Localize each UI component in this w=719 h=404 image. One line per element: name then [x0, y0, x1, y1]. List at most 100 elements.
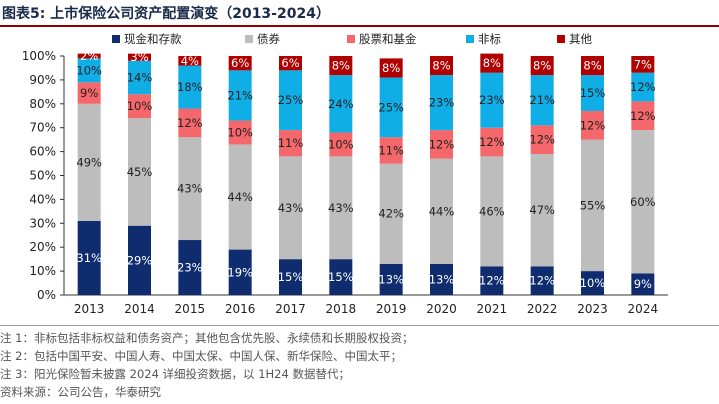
- footer-divider: [0, 325, 719, 326]
- data-label: 15%: [580, 86, 606, 100]
- bar-segment: [480, 266, 504, 295]
- data-label: 29%: [127, 253, 153, 267]
- x-tick-label: 2014: [124, 302, 155, 316]
- chart-title: 图表5: 上市保险公司资产配置演变（2013-2024）: [2, 6, 330, 22]
- data-label: 10%: [76, 63, 102, 77]
- bar-segment: [228, 56, 252, 71]
- note-3: 注 3：阳光保险暂未披露 2024 详细投资数据，以 1H24 数据替代；: [0, 367, 350, 381]
- y-tick-label: 20%: [29, 240, 56, 254]
- bar-segment: [480, 72, 504, 128]
- data-label: 23%: [479, 93, 505, 107]
- bar-segment: [279, 156, 302, 260]
- title-divider: [0, 25, 719, 27]
- legend-label: 现金和存款: [124, 32, 182, 46]
- bar-segment: [329, 132, 353, 157]
- data-label: 9%: [634, 277, 652, 291]
- data-label: 25%: [278, 93, 304, 107]
- legend-label: 非标: [478, 32, 501, 46]
- bar-segment: [128, 225, 151, 295]
- data-label: 8%: [533, 59, 551, 73]
- data-label: 19%: [227, 265, 253, 279]
- data-label: 12%: [529, 274, 555, 288]
- y-tick-label: 0%: [37, 288, 56, 302]
- bar-segment: [228, 249, 252, 295]
- data-label: 15%: [328, 270, 354, 284]
- data-label: 43%: [177, 182, 203, 196]
- data-label: 10%: [127, 99, 153, 113]
- x-tick-label: 2013: [74, 302, 105, 316]
- data-label: 11%: [278, 136, 304, 150]
- bar-segment: [379, 77, 403, 138]
- bar-segment: [279, 56, 302, 71]
- bar-segment: [379, 58, 403, 78]
- data-label: 44%: [227, 190, 253, 204]
- bar-segment: [77, 58, 101, 83]
- bar-segment: [480, 53, 504, 73]
- x-tick-label: 2023: [577, 302, 608, 316]
- bar-segment: [530, 125, 554, 154]
- x-tick-label: 2016: [225, 302, 256, 316]
- data-label: 8%: [382, 61, 400, 75]
- data-label: 13%: [429, 272, 455, 286]
- bar-segment: [631, 273, 655, 295]
- data-label: 25%: [378, 100, 404, 114]
- data-label: 47%: [529, 203, 555, 217]
- stacked-bar-chart: 0% 10% 20% 30% 40% 50% 60% 70% 80% 90% 100% 31% 49% 9…: [22, 32, 668, 316]
- data-label: 11%: [378, 143, 404, 157]
- bar-segment: [379, 163, 403, 264]
- notes-block: 注 1：非标包括非标权益和债务资产；其他包含优先股、永续债和长期股权投资； 注 …: [0, 329, 719, 401]
- data-label: 7%: [634, 57, 652, 71]
- bar-segment: [530, 153, 554, 267]
- bar-segment: [581, 271, 604, 295]
- title-bar: 图表5: 上市保险公司资产配置演变（2013-2024）: [0, 0, 719, 24]
- bar-segment: [178, 137, 202, 241]
- bar-segment: [530, 56, 554, 76]
- data-label: 12%: [529, 133, 555, 147]
- data-label: 43%: [278, 201, 304, 215]
- y-tick-label: 60%: [29, 145, 56, 159]
- data-label: 12%: [429, 137, 455, 151]
- bar-segment: [530, 266, 554, 295]
- bar-segment: [430, 75, 453, 131]
- legend-swatch: [347, 35, 355, 43]
- bar-segment: [581, 75, 604, 111]
- legend-swatch: [112, 35, 120, 43]
- x-tick-label: 2022: [527, 302, 558, 316]
- bar-segment: [77, 82, 101, 104]
- data-label: 8%: [332, 59, 350, 73]
- data-label: 31%: [76, 251, 102, 265]
- note-1: 注 1：非标包括非标权益和债务资产；其他包含优先股、永续债和长期股权投资；: [0, 331, 414, 345]
- bar-segment: [77, 220, 101, 295]
- bar-segment: [228, 144, 252, 250]
- legend-label: 股票和基金: [359, 32, 417, 46]
- data-label: 21%: [227, 88, 253, 102]
- y-tick-label: 70%: [29, 121, 56, 135]
- bar-segment: [178, 108, 202, 138]
- source-note: 资料来源：公司公告，华泰研究: [0, 385, 161, 399]
- y-tick-label: 80%: [29, 97, 56, 111]
- x-tick-label: 2018: [326, 302, 357, 316]
- bar-segment: [480, 156, 504, 267]
- bar-segment: [430, 56, 453, 76]
- bar-segment: [178, 65, 202, 109]
- data-label: 14%: [127, 71, 153, 85]
- data-label: 3%: [130, 50, 148, 64]
- legend-swatch: [245, 35, 253, 43]
- data-label: 24%: [328, 97, 354, 111]
- bar-segment: [581, 110, 604, 140]
- bar-segment: [128, 94, 151, 119]
- y-tick-label: 90%: [29, 73, 56, 87]
- data-label: 12%: [630, 80, 656, 94]
- data-label: 49%: [76, 155, 102, 169]
- bar-segment: [631, 101, 655, 131]
- x-tick-label: 2021: [477, 302, 508, 316]
- bar-segment: [329, 156, 353, 260]
- data-label: 12%: [479, 135, 505, 149]
- x-tick-label: 2019: [376, 302, 407, 316]
- bar-segment: [279, 130, 302, 157]
- bar-segment: [631, 72, 655, 102]
- data-label: 15%: [278, 270, 304, 284]
- data-label: 42%: [378, 207, 404, 221]
- data-label: 46%: [479, 204, 505, 218]
- bar-segment: [128, 118, 151, 226]
